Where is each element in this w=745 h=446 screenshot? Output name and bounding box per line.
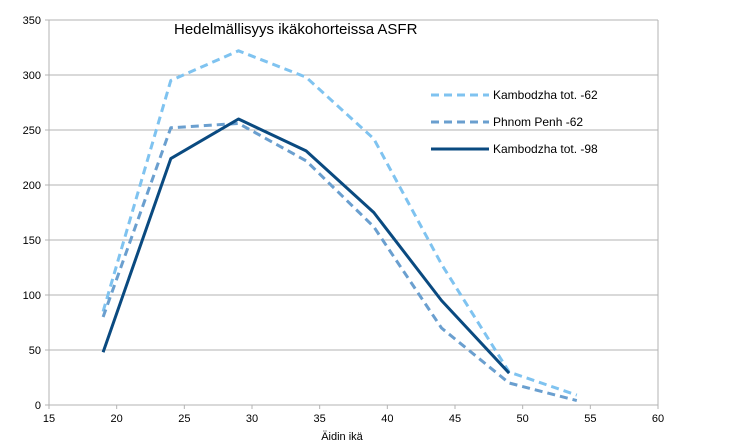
x-tick-labels: 15 20 25 30 35 40 45 50 55 60: [43, 413, 664, 425]
y-tick-label: 300: [23, 70, 41, 82]
x-tick-label: 55: [584, 413, 596, 425]
y-tick-label: 250: [23, 125, 41, 137]
x-tick-label: 35: [314, 413, 326, 425]
y-tick-label: 100: [23, 290, 41, 302]
series-line-1: [101, 49, 578, 397]
x-tick-label: 25: [178, 413, 190, 425]
legend-label: Kambodzha tot. -98: [493, 142, 598, 156]
x-tick-label: 20: [111, 413, 123, 425]
y-tick-label: 0: [35, 400, 41, 412]
legend: Kambodzha tot. -62 Phnom Penh -62 Kambodzh…: [431, 88, 598, 156]
series-line-3: [101, 117, 511, 375]
x-tick-label: 45: [449, 413, 461, 425]
legend-label: Phnom Penh -62: [493, 115, 583, 129]
x-tick-label: 60: [652, 413, 664, 425]
series-line-2: [101, 121, 578, 403]
y-tick-label: 350: [23, 15, 41, 27]
y-tick-label: 150: [23, 235, 41, 247]
grid-lines: [49, 19, 658, 406]
x-tick-label: 50: [517, 413, 529, 425]
x-axis-label: Äidin ikä: [321, 431, 363, 443]
y-tick-labels: 0 50 100 150 200 250 300 350: [23, 15, 41, 412]
x-tick-label: 30: [246, 413, 258, 425]
y-tick-label: 200: [23, 180, 41, 192]
chart-title: Hedelmällisyys ikäkohorteissa ASFR: [174, 21, 418, 38]
x-tick-label: 15: [43, 413, 55, 425]
data-series: [101, 49, 578, 403]
legend-label: Kambodzha tot. -62: [493, 88, 598, 102]
axes: [45, 19, 659, 409]
x-tick-label: 40: [381, 413, 393, 425]
y-tick-label: 50: [29, 345, 41, 357]
